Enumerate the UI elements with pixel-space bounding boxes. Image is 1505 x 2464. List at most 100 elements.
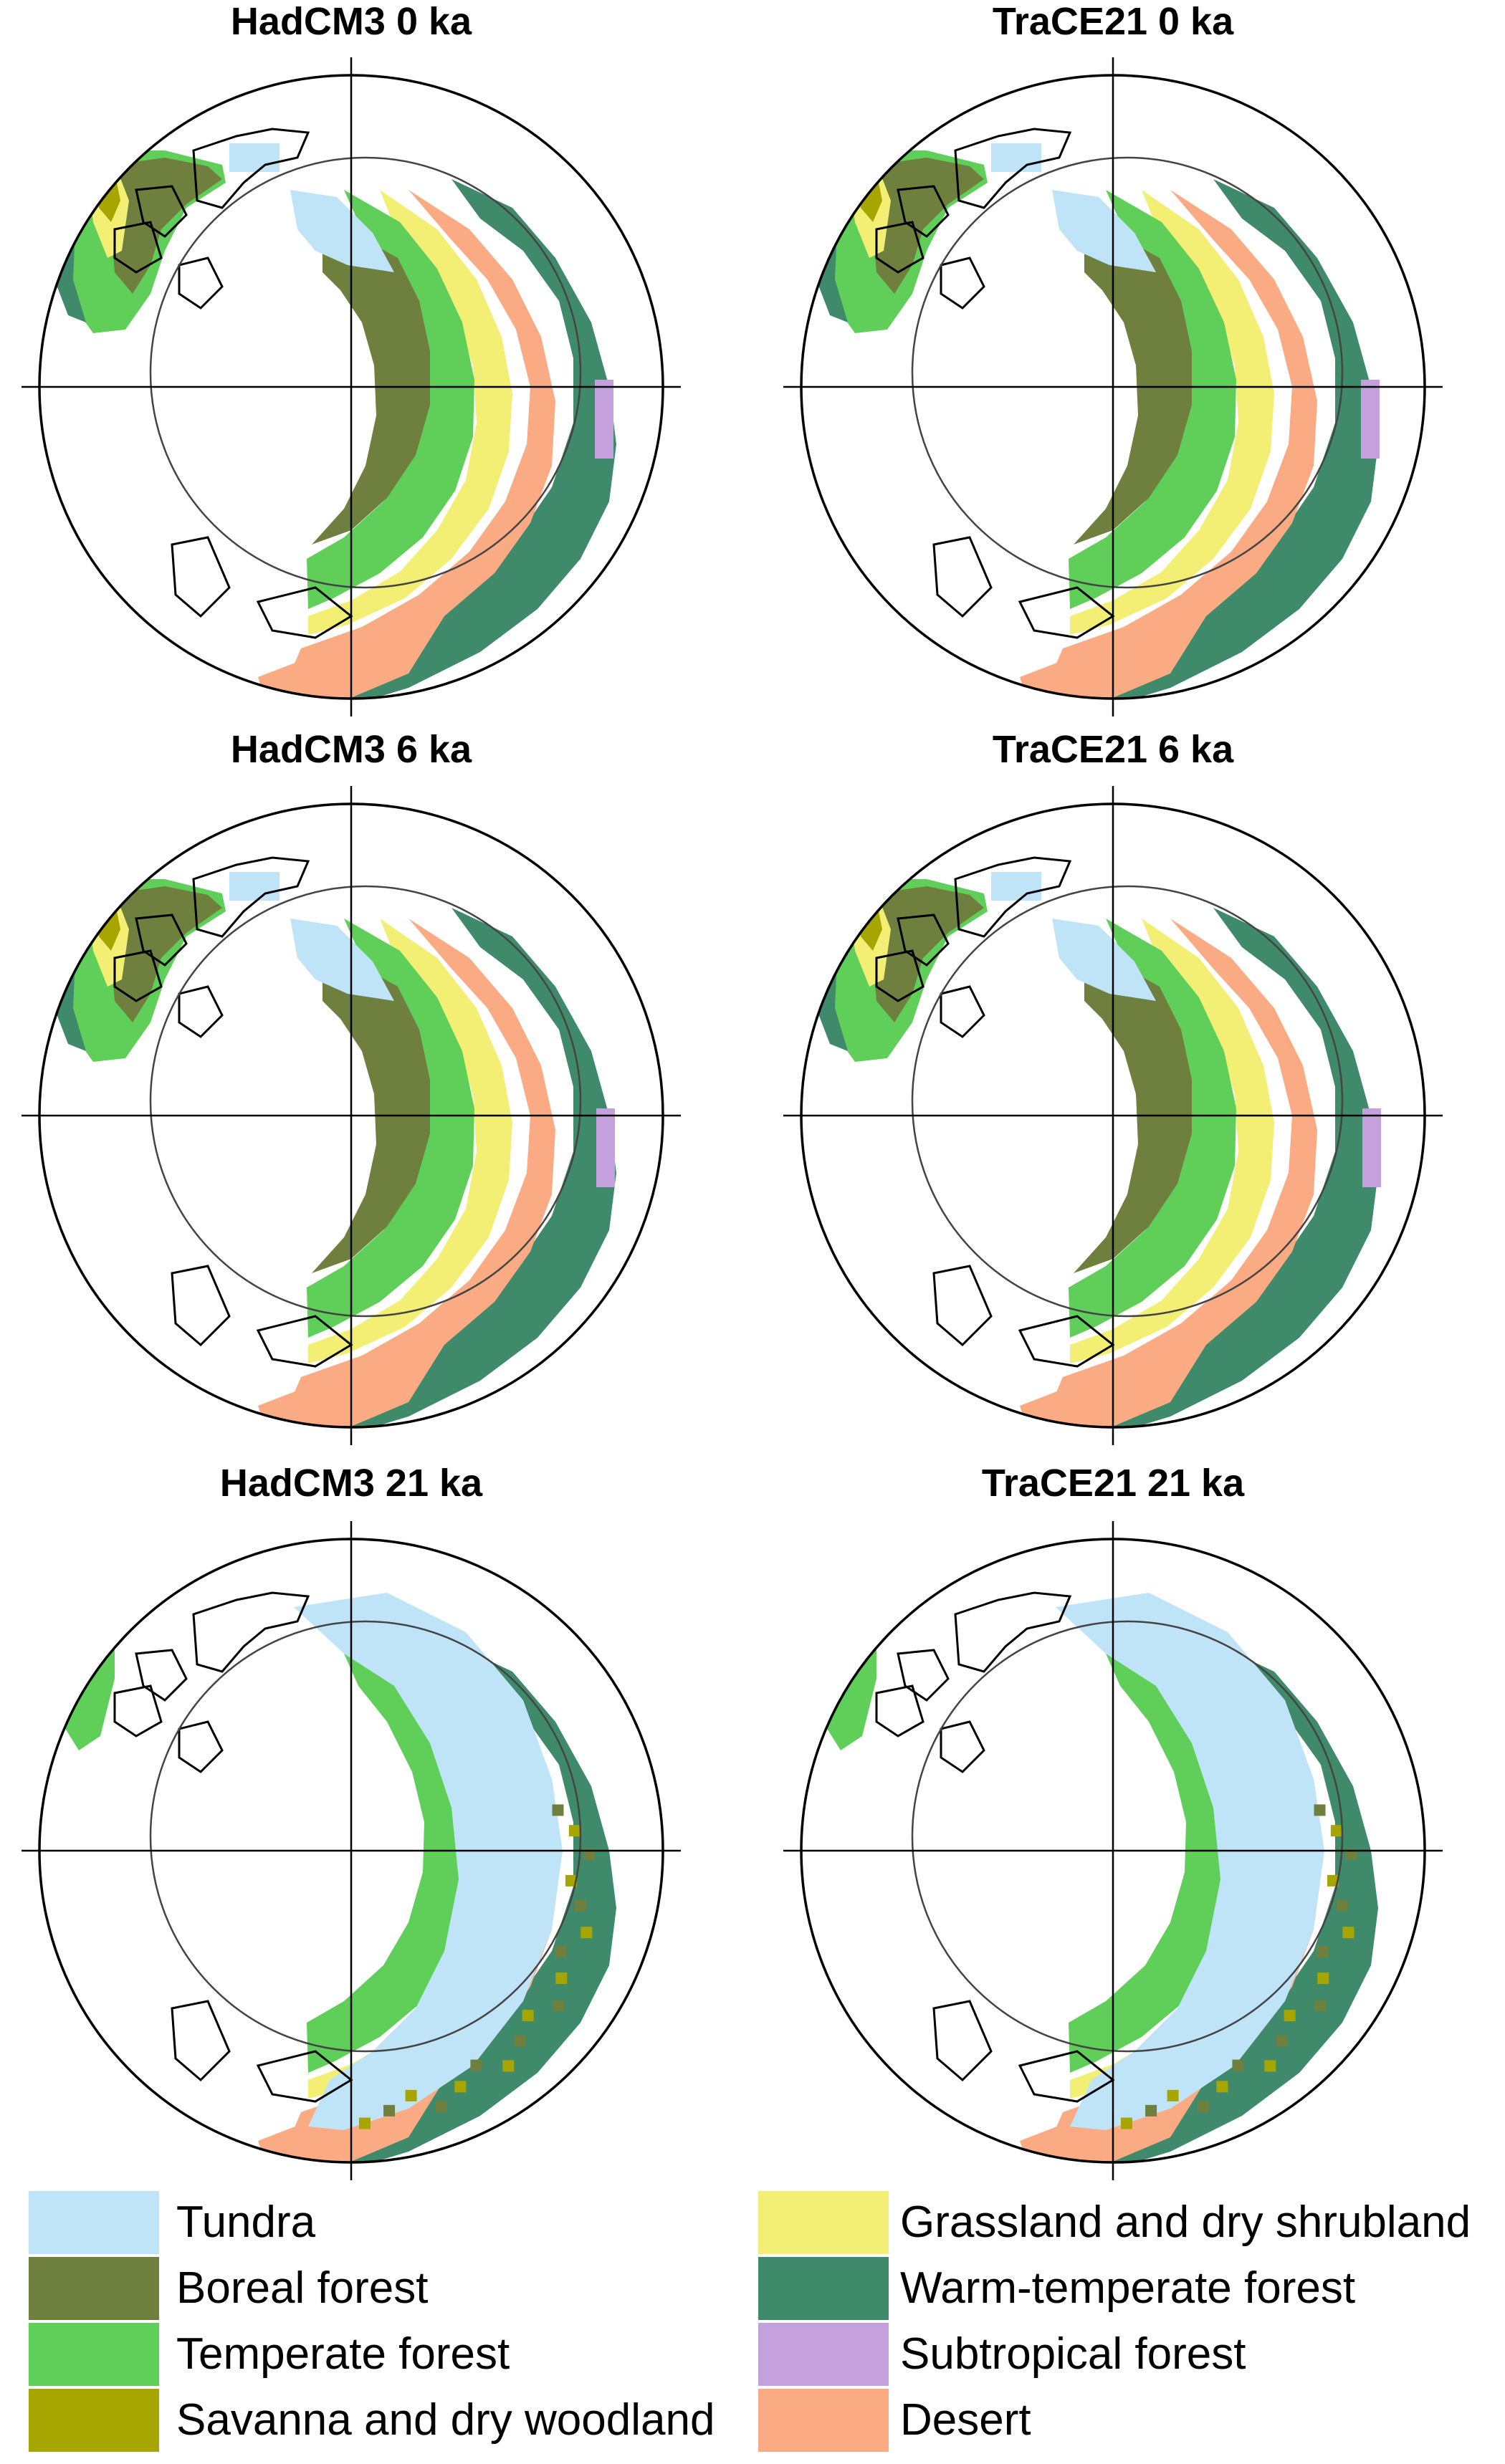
veg-patch	[1232, 2059, 1244, 2071]
veg-patch	[553, 2000, 565, 2012]
coastline-caspian	[256, 2050, 353, 2103]
panel-title-trace21-21ka: TraCE21 21 ka	[981, 1462, 1245, 1505]
map-border	[38, 74, 664, 700]
coastline-baffin	[113, 949, 163, 1002]
veg-patch	[1145, 2104, 1157, 2117]
vegetation-layer	[801, 872, 1381, 1427]
veg-patch	[1197, 2101, 1209, 2113]
map-border	[800, 1538, 1426, 2164]
coastline-baffin	[875, 1684, 924, 1737]
veg-warm-temperate	[276, 1643, 616, 2162]
veg-patch	[1276, 2035, 1288, 2047]
legend-label-desert: Desert	[900, 2395, 1031, 2445]
veg-grassland	[308, 190, 512, 635]
coastline-greenland	[954, 1591, 1072, 1673]
coastline-arctic-islands	[897, 1649, 950, 1702]
legend-label-warm-temperate-forest: Warm-temperate forest	[900, 2263, 1356, 2313]
coastline-greenland	[192, 856, 310, 938]
legend-label-tundra: Tundra	[176, 2197, 316, 2247]
veg-grassland	[308, 919, 512, 1363]
coastline-greenland	[192, 1591, 310, 1673]
veg-desert	[1052, 190, 1317, 677]
veg-tundra-patch	[991, 143, 1041, 172]
veg-patch	[552, 1804, 564, 1816]
veg-patch	[1336, 1899, 1348, 1912]
coastline-arctic-islands	[897, 914, 950, 967]
veg-na-warm	[49, 1639, 68, 1722]
veg-na-savanna	[826, 1636, 854, 1686]
veg-desert	[1052, 919, 1317, 1406]
coastline-islands-2	[940, 257, 985, 310]
veg-tundra-lgm	[294, 1593, 563, 2130]
legend-swatch-grassland	[758, 2191, 889, 2254]
veg-patch	[568, 1825, 580, 1837]
veg-grassland	[1070, 190, 1274, 635]
veg-temperate	[307, 919, 474, 1338]
veg-patch	[514, 2035, 526, 2047]
veg-patch	[1314, 1804, 1326, 1816]
latitude-circle	[911, 1620, 1344, 2053]
veg-patch	[454, 2081, 467, 2093]
coastline-baffin	[113, 1684, 163, 1737]
coastline-caspian	[1018, 2050, 1115, 2103]
veg-na-temperate	[49, 1629, 115, 1750]
coastline-caspian	[1018, 1315, 1115, 1368]
veg-warm-temperate	[1038, 179, 1378, 699]
veg-warm-temperate	[1038, 1643, 1378, 2162]
legend: Tundra Boreal forest Temperate forest Sa…	[0, 2185, 1505, 2464]
legend-swatch-warm-temperate-forest	[758, 2257, 889, 2320]
legend-swatch-temperate-forest	[29, 2323, 159, 2386]
veg-temperate	[307, 190, 474, 609]
veg-grassland	[1070, 919, 1274, 1363]
legend-label-boreal-forest: Boreal forest	[176, 2263, 429, 2313]
panel-title-hadcm3-0ka: HadCM3 0 ka	[230, 0, 472, 43]
vegetation-layer	[811, 1593, 1378, 2162]
veg-tundra-lgm	[1056, 1593, 1324, 2130]
veg-tundra	[1052, 190, 1156, 272]
coastline-greenland	[192, 128, 310, 209]
latitude-circle	[149, 1620, 582, 2053]
veg-na-boreal	[111, 886, 222, 1022]
veg-na-temperate	[811, 1629, 876, 1750]
latitude-circle	[911, 885, 1344, 1318]
veg-tundra	[290, 190, 394, 272]
veg-tundra	[290, 919, 394, 1001]
veg-subtropical	[1361, 380, 1380, 459]
map-border	[38, 802, 664, 1429]
veg-boreal	[312, 240, 430, 545]
veg-patch	[1314, 2000, 1327, 2012]
veg-temperate	[1069, 190, 1236, 609]
veg-subtropical	[596, 1108, 615, 1187]
veg-patch	[1216, 2081, 1228, 2093]
veg-patch	[1327, 1874, 1339, 1887]
veg-na-desert	[39, 172, 64, 222]
veg-patch	[1342, 1927, 1354, 1939]
map-hadcm3-0ka	[22, 57, 681, 716]
coastline-islands-2	[178, 985, 224, 1038]
legend-label-savanna: Savanna and dry woodland	[176, 2395, 715, 2445]
map-hadcm3-21ka	[22, 1521, 681, 2180]
map-trace21-6ka	[783, 786, 1443, 1445]
vegetation-layer	[39, 143, 616, 699]
veg-patch	[1284, 2010, 1296, 2022]
map-hadcm3-6ka	[22, 786, 681, 1445]
veg-na-desert	[801, 172, 826, 222]
panel-title-hadcm3-21ka: HadCM3 21 ka	[219, 1462, 483, 1505]
latitude-circle	[911, 156, 1344, 589]
veg-patch	[1317, 1946, 1329, 1958]
veg-warm-temperate	[276, 179, 616, 699]
veg-patch	[1120, 2117, 1132, 2129]
coastline-baffin	[113, 221, 163, 274]
veg-na-warm	[811, 1639, 830, 1722]
coastline-caspian	[256, 1315, 353, 1368]
veg-patch	[470, 2059, 482, 2071]
coastline-caspian	[256, 586, 353, 639]
veg-temperate	[307, 1654, 474, 2073]
map-border	[38, 1538, 664, 2164]
map-border	[800, 74, 1426, 700]
coastline-scandinavia	[932, 536, 993, 618]
veg-temperate	[1069, 919, 1236, 1338]
veg-patch	[1264, 2060, 1276, 2072]
veg-patch	[522, 2010, 534, 2022]
panel-title-trace21-0ka: TraCE21 0 ka	[992, 0, 1234, 43]
